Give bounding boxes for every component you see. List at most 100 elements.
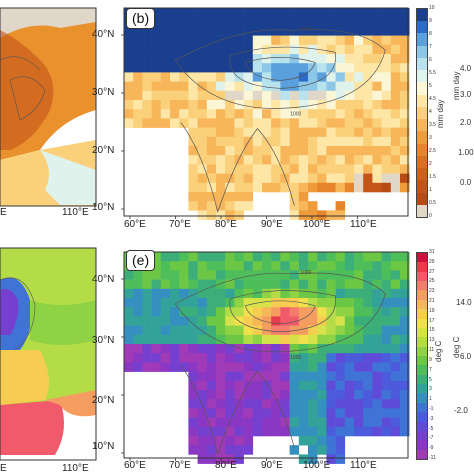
grid-cell (262, 100, 272, 110)
grid-cell (142, 100, 152, 110)
grid-cell (326, 399, 336, 409)
grid-cell (197, 72, 208, 82)
grid-cell (124, 334, 134, 345)
grid-cell (271, 371, 281, 382)
grid-cell (179, 325, 189, 336)
grid-cell (170, 353, 180, 363)
grid-cell (390, 261, 401, 271)
grid-cell (271, 146, 281, 156)
grid-cell (280, 380, 290, 391)
grid-cell (243, 298, 254, 308)
grid-cell (400, 399, 410, 409)
grid-cell (363, 146, 373, 156)
grid-cell (160, 279, 171, 290)
grid-cell (400, 298, 410, 308)
grid-cell (280, 173, 290, 184)
grid-cell (133, 344, 143, 354)
grid-cell (206, 316, 217, 326)
grid-cell (335, 44, 346, 55)
grid-cell (298, 288, 309, 299)
grid-cell (308, 17, 318, 27)
grid-cell (335, 210, 346, 220)
grid-cell (271, 164, 281, 174)
grid-cell (197, 146, 208, 156)
grid-cell (298, 44, 309, 55)
grid-cell (363, 344, 373, 354)
contour-lines (174, 272, 386, 456)
grid-cell (188, 17, 198, 27)
grid-cell (390, 164, 401, 174)
grid-cell (381, 261, 392, 271)
grid-cell (289, 54, 300, 64)
grid-cell (197, 210, 208, 220)
grid-cell (151, 81, 162, 92)
grid-cell (400, 252, 410, 262)
grid-cell (142, 44, 152, 55)
grid-cell (390, 279, 401, 290)
grid-cell (197, 325, 208, 336)
grid-cell (280, 26, 290, 36)
grid-cell (344, 127, 355, 138)
grid-cell (234, 182, 244, 193)
panel-e-lat-40: 40°N (92, 274, 115, 285)
grid-cell (308, 325, 318, 336)
grid-cell (188, 81, 198, 92)
grid-cell (225, 26, 235, 36)
contour-lines (174, 29, 386, 214)
grid-cell (280, 288, 290, 299)
grid-cell (252, 288, 263, 299)
grid-cell (289, 100, 300, 110)
grid-cell (280, 270, 290, 280)
grid-cell (326, 307, 336, 317)
grid-cell (124, 316, 134, 326)
grid-cell (206, 173, 217, 184)
grid-cell (160, 334, 171, 345)
grid-cell (197, 63, 208, 73)
grid-cell (225, 261, 235, 271)
grid-cell (298, 307, 309, 317)
grid-cell (234, 325, 244, 336)
grid-cell (381, 118, 392, 128)
grid-cell (188, 426, 198, 437)
grid-cell (381, 334, 392, 345)
grid-cell (225, 63, 235, 73)
grid-cell (234, 307, 244, 317)
grid-cell (372, 362, 382, 372)
grid-cell (280, 362, 290, 372)
grid-cell (289, 192, 300, 202)
grid-cell (354, 316, 364, 326)
grid-cell (289, 298, 300, 308)
grid-cell (206, 362, 217, 372)
grid-cell (252, 63, 263, 73)
grid-cell (289, 399, 300, 409)
grid-cell (390, 426, 401, 437)
grid-cell (298, 417, 309, 428)
grid-cell (188, 417, 198, 428)
grid-cell (170, 63, 180, 73)
grid-cell (234, 371, 244, 382)
grid-cell (262, 390, 272, 400)
grid-cell (170, 100, 180, 110)
grid-cell (216, 136, 226, 147)
grid-cell (133, 270, 143, 280)
grid-cell (262, 17, 272, 27)
grid-cell (289, 155, 300, 165)
grid-cell (142, 118, 152, 128)
grid-cell (262, 63, 272, 73)
grid-cell (400, 81, 410, 92)
grid-cell (234, 173, 244, 184)
colorbar-segment (417, 430, 427, 441)
grid-cell (381, 426, 392, 437)
colorbar-segment (417, 318, 427, 329)
grid-cell (372, 279, 382, 290)
grid-cell (271, 399, 281, 409)
grid-cell (188, 44, 198, 55)
grid-cell (289, 417, 300, 428)
grid-cell (124, 307, 134, 317)
grid-cell (234, 90, 244, 101)
grid-cell (142, 270, 152, 280)
grid-cell (354, 279, 364, 290)
colorbar-tick-label: 23 (429, 288, 435, 295)
grid-cell (133, 118, 143, 128)
grid-cell (234, 362, 244, 372)
